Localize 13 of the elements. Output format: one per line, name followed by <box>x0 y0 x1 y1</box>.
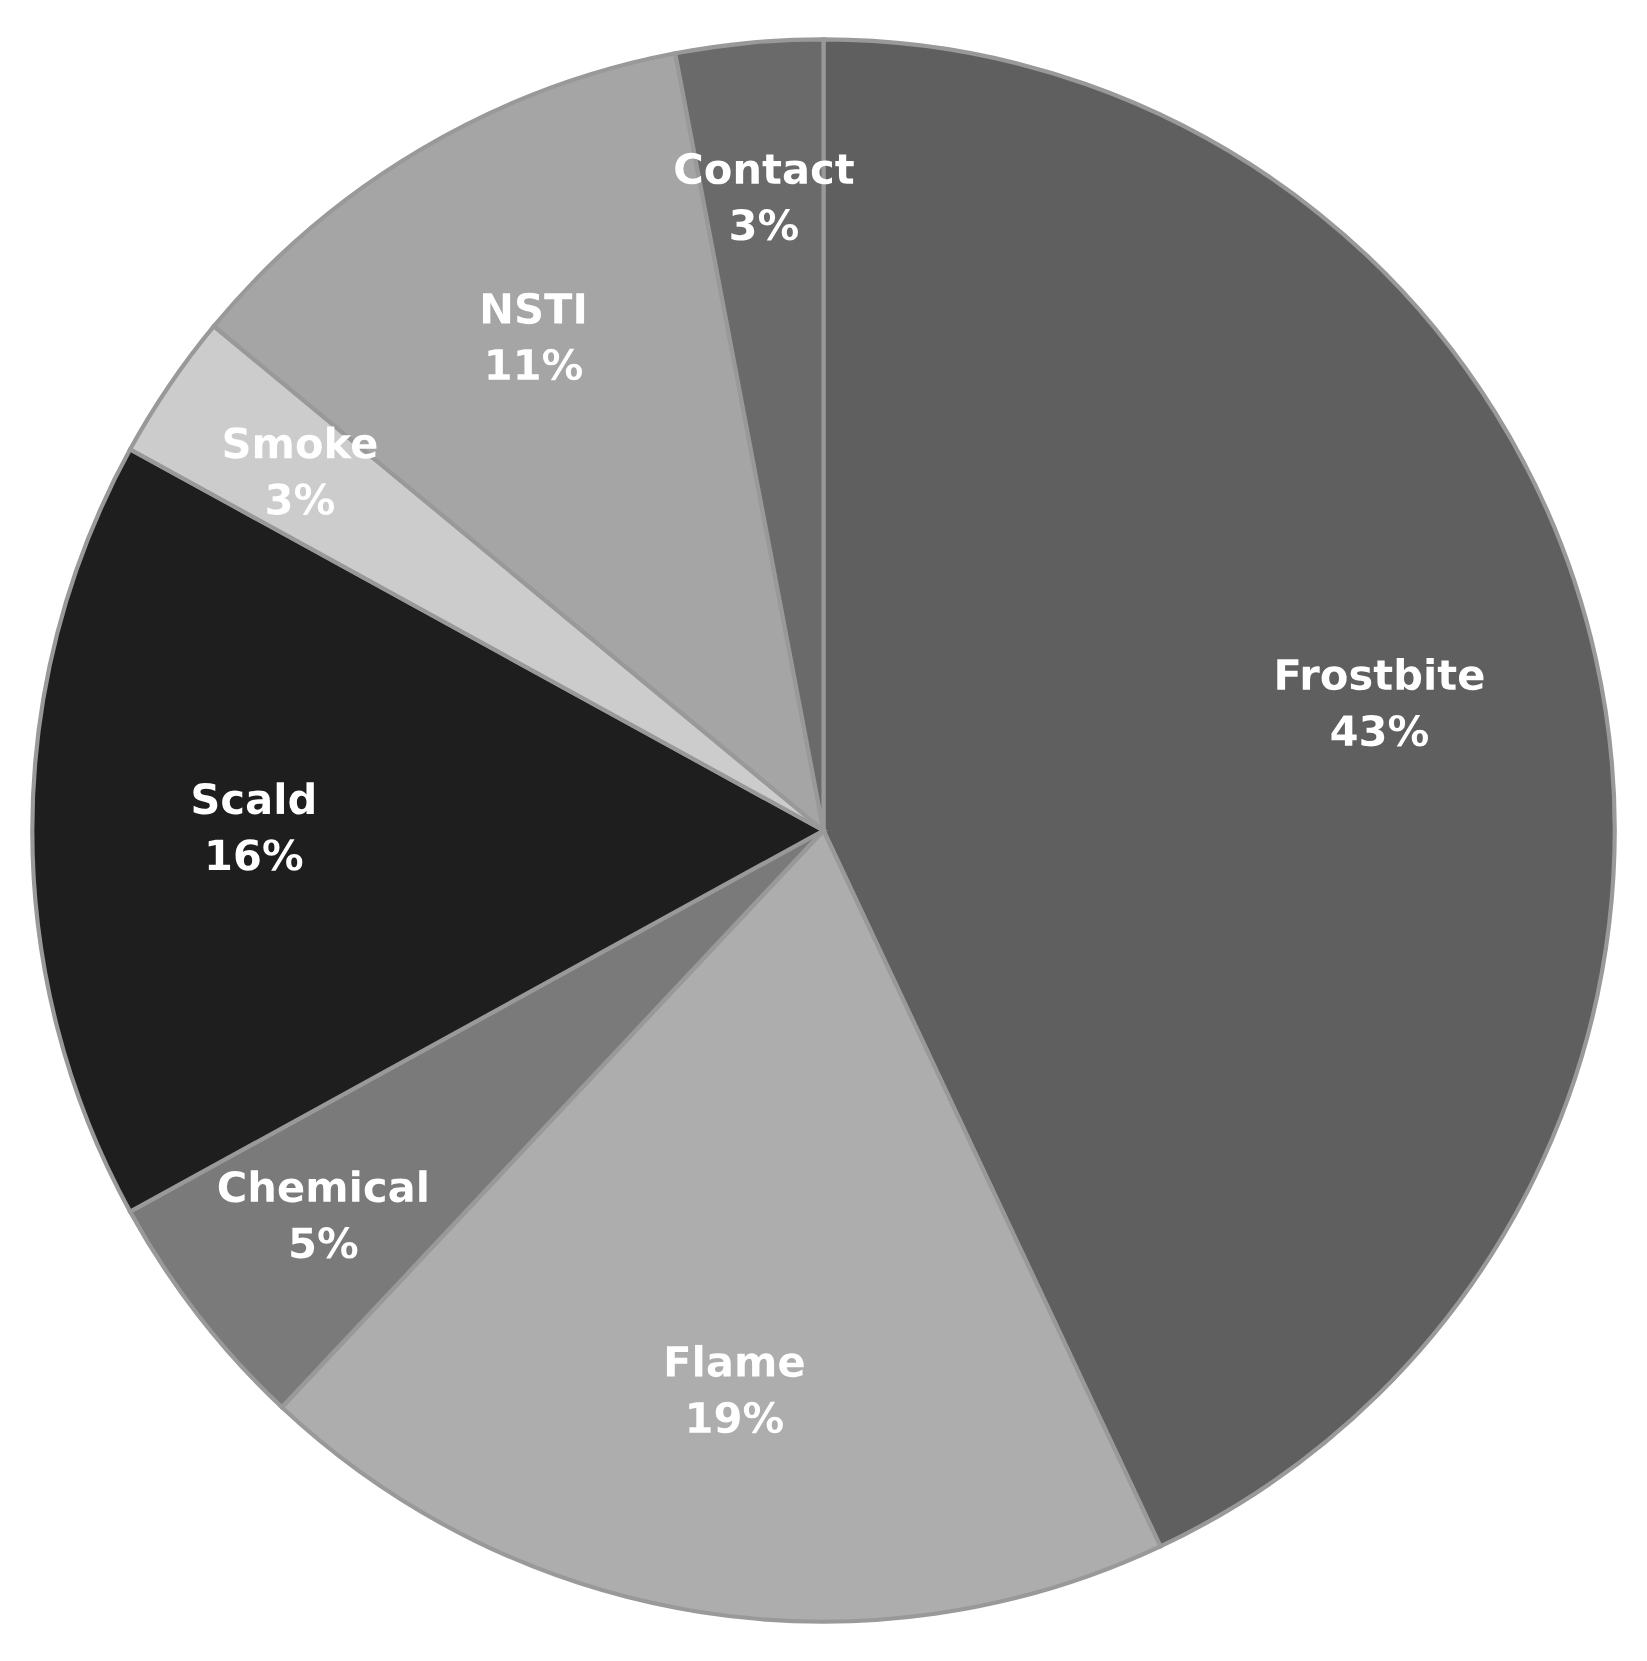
slice-label: Flame <box>666 1344 804 1378</box>
slice-label: Scald <box>193 782 314 815</box>
slice-label: Frostbite <box>1277 657 1484 691</box>
slice-label: Smoke <box>224 426 377 459</box>
slice-label: NSTI <box>482 292 585 325</box>
slice-label: Chemical <box>218 1170 427 1203</box>
data-label: 43% <box>1331 714 1428 747</box>
data-label: 5% <box>291 1227 358 1259</box>
slice-label: Contact <box>675 152 854 185</box>
data-label: 3% <box>731 209 798 241</box>
data-label: 19% <box>689 1401 783 1434</box>
data-label: 16% <box>208 839 303 871</box>
data-label: 11% <box>488 348 583 381</box>
